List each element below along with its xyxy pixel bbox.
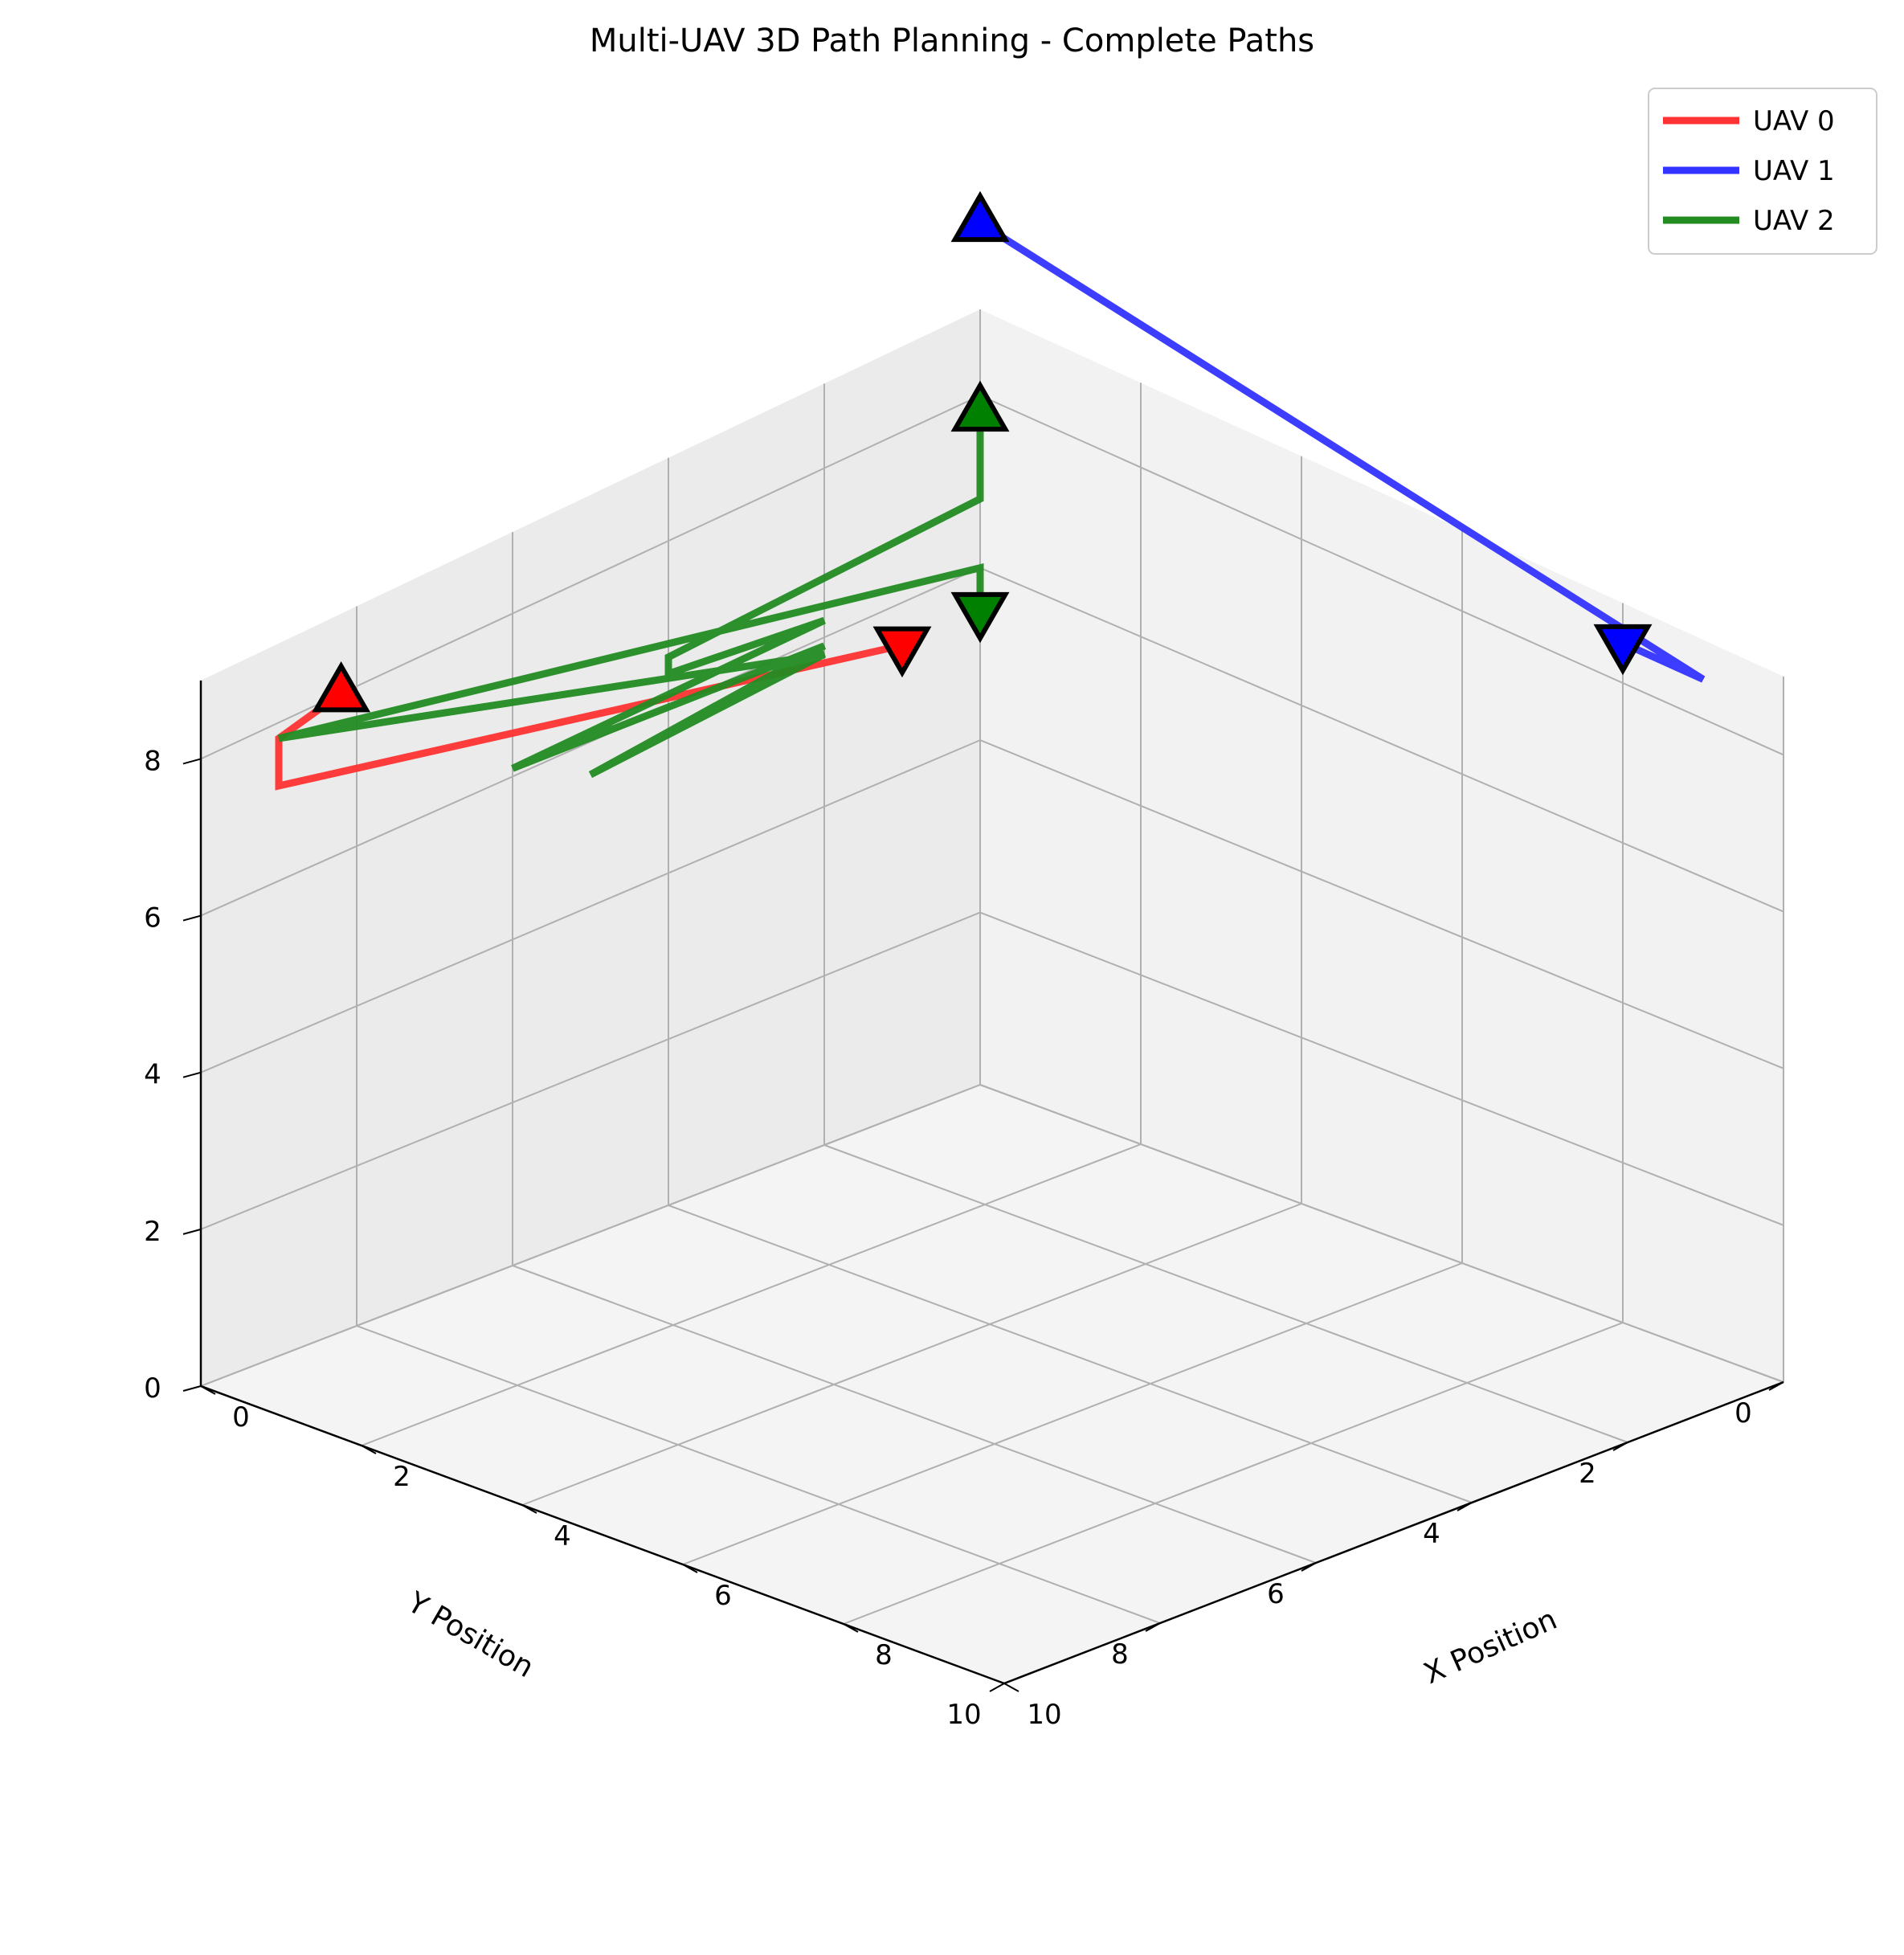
y-tick-label: 8 [1111, 1638, 1129, 1671]
series-2-goal-marker [950, 591, 1010, 644]
y-tick-label: 0 [1734, 1397, 1752, 1429]
x-tick-label: 8 [875, 1639, 893, 1671]
y-axis-line [200, 1384, 1005, 1685]
gridline-z-right [979, 1084, 1784, 1383]
chart-title: Multi-UAV 3D Path Planning - Complete Pa… [590, 22, 1314, 59]
x-tick-label: 0 [232, 1401, 250, 1434]
x-tick-label: 10 [1027, 1699, 1061, 1731]
series-1-start-marker [950, 190, 1010, 243]
y-tick-mark [1301, 1562, 1317, 1572]
y-tick-mark [1612, 1442, 1628, 1451]
gridline-x-floor [843, 1322, 1624, 1625]
z-tick-mark [182, 758, 202, 765]
chart-series [275, 190, 1706, 791]
chart-axes [182, 680, 1784, 1692]
gridline-x-floor [361, 1143, 1142, 1446]
z-tick-mark [182, 1228, 202, 1235]
gridline-z-right [979, 395, 1784, 756]
gridline-y-floor [356, 1325, 1161, 1624]
gridline-y-floor [668, 1204, 1473, 1503]
x-tick-mark [521, 1504, 537, 1514]
gridline-x-floor [521, 1203, 1302, 1506]
y-tick-label: 6 [1267, 1578, 1285, 1610]
gridline-z-left [200, 566, 981, 917]
x-tick-mark [843, 1623, 859, 1633]
x-tick-mark [200, 1385, 216, 1395]
series-2-start-marker [950, 380, 1010, 432]
x-axis-label: X Position [1419, 1603, 1562, 1691]
series-0-start-marker [312, 661, 371, 713]
z-tick-mark [182, 914, 202, 922]
y-tick-mark [989, 1683, 1005, 1692]
legend-frame [1648, 88, 1877, 255]
x-tick-mark [682, 1564, 698, 1573]
gridline-y-floor [823, 1144, 1628, 1443]
x-tick-label: 6 [714, 1580, 732, 1612]
x-tick-label: 2 [393, 1461, 411, 1493]
gridline-z-left [200, 911, 981, 1230]
series-1-path [978, 219, 1706, 683]
z-tick-label: 6 [144, 902, 161, 935]
x-tick-label: 4 [554, 1520, 571, 1552]
gridline-z-right [979, 566, 1784, 913]
legend-label-1: UAV 1 [1753, 155, 1835, 187]
y-tick-mark [1768, 1381, 1784, 1391]
gridline-z-right [979, 739, 1784, 1070]
z-tick-label: 4 [144, 1059, 161, 1091]
gridline-z-right [979, 911, 1784, 1226]
y-tick-label: 2 [1579, 1458, 1596, 1490]
gridline-x-floor [682, 1262, 1463, 1565]
x-tick-mark [1003, 1683, 1019, 1692]
y-axis-label: Y Position [401, 1585, 539, 1684]
pane-right [980, 309, 1783, 1382]
gridline-z-left [200, 739, 981, 1074]
series-0-goal-marker [872, 626, 932, 678]
z-tick-label: 2 [144, 1216, 161, 1248]
gridline-y-floor [512, 1265, 1317, 1564]
gridline-z-left [200, 1084, 981, 1387]
series-0-path [275, 641, 903, 791]
z-tick-mark [182, 1385, 202, 1392]
pane-floor [201, 1085, 1783, 1683]
z-tick-label: 8 [144, 745, 161, 777]
y-tick-label: 10 [946, 1699, 981, 1731]
y-tick-mark [1457, 1502, 1473, 1511]
legend-label-0: UAV 0 [1753, 105, 1835, 137]
series-2-path [277, 412, 984, 779]
series-1-goal-marker [1593, 624, 1653, 676]
chart-panes [201, 309, 1783, 1683]
z-tick-label: 0 [144, 1372, 161, 1405]
legend-label-2: UAV 2 [1753, 205, 1835, 237]
z-tick-mark [182, 1071, 202, 1078]
x-axis-line [1003, 1380, 1784, 1685]
y-tick-label: 4 [1423, 1518, 1440, 1550]
chart-legend: UAV 0 UAV 1 UAV 2 [1648, 88, 1877, 255]
y-tick-mark [1145, 1622, 1161, 1632]
pane-left [201, 309, 980, 1386]
x-tick-mark [361, 1445, 377, 1454]
chart-tick-labels: 0 2 4 6 8 10 0 2 4 6 8 10 0 2 4 6 8 [144, 745, 1752, 1731]
